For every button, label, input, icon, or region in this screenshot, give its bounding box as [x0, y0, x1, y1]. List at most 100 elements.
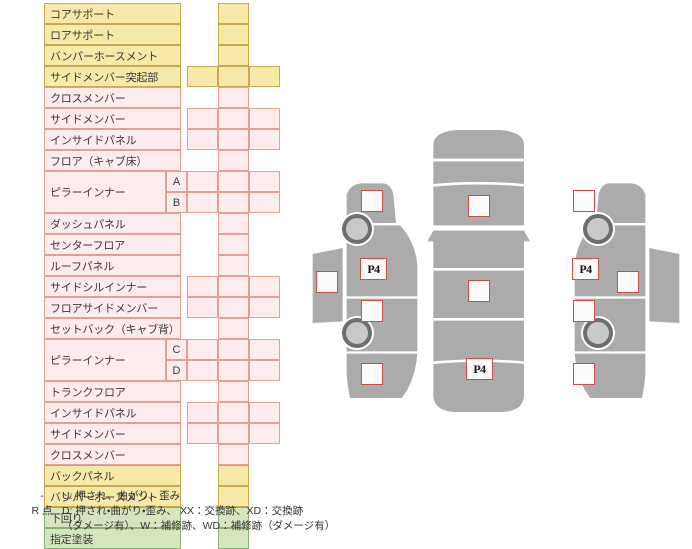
legend-row-r: R 点 D: 押され・曲がり・歪み、 XX：交換跡、XD：交換跡	[22, 504, 442, 518]
mark-center-roof[interactable]	[468, 280, 490, 302]
damage-cell-center[interactable]	[218, 360, 249, 381]
table-row: センターフロア	[44, 234, 249, 255]
damage-cell-left[interactable]	[187, 171, 218, 192]
legend-text-d: D: 押され・曲がり・歪み、 XX：交換跡、XD：交換跡	[62, 505, 304, 517]
mark-right-rear-door[interactable]	[573, 300, 595, 322]
damage-cell-center[interactable]	[218, 297, 249, 318]
table-row: コアサポート	[44, 3, 249, 24]
mark-left-fender[interactable]	[316, 271, 338, 293]
damage-cell-center[interactable]	[218, 444, 249, 465]
legend-text-u: U: 押され、曲がり、歪み	[62, 490, 181, 502]
table-row: サイドメンバー	[44, 108, 280, 129]
damage-cell-center[interactable]	[218, 381, 249, 402]
damage-cell-right[interactable]	[249, 108, 280, 129]
damage-cell-left[interactable]	[187, 108, 218, 129]
damage-cell-right[interactable]	[249, 129, 280, 150]
row-label: インサイドパネル	[44, 402, 181, 423]
row-label: バックパネル	[44, 465, 181, 486]
mark-right-upper-panel[interactable]	[573, 190, 595, 212]
table-row: セットバック（キャブ背）	[44, 318, 249, 339]
table-row: D	[44, 360, 280, 381]
row-label: ピラーインナー	[44, 171, 166, 213]
damage-cell-center[interactable]	[218, 108, 249, 129]
row-label: トランクフロア	[44, 381, 181, 402]
mark-left-upper-panel[interactable]	[361, 190, 383, 212]
row-label: バンパーホースメント	[44, 486, 181, 507]
damage-cell-right[interactable]	[249, 66, 280, 87]
damage-cell-center[interactable]	[218, 423, 249, 444]
table-row: バンパーホースメント	[44, 486, 249, 507]
row-label: 下回り	[44, 507, 181, 528]
damage-cell-center[interactable]	[218, 276, 249, 297]
table-row: ロアサポート	[44, 24, 249, 45]
table-row: フロア（キャブ床）	[44, 150, 249, 171]
row-label: セットバック（キャブ背）	[44, 318, 181, 339]
table-row: ルーフパネル	[44, 255, 249, 276]
damage-cell-right[interactable]	[249, 360, 280, 381]
damage-cell-center[interactable]	[218, 213, 249, 234]
table-row: ピラーインナー C	[44, 339, 280, 381]
damage-cell-center[interactable]	[218, 87, 249, 108]
center-trunk-panel	[433, 361, 524, 412]
damage-cell-left[interactable]	[187, 423, 218, 444]
damage-cell-left[interactable]	[187, 297, 218, 318]
mark-left-quarter[interactable]	[361, 363, 383, 385]
damage-cell-right[interactable]	[249, 192, 280, 213]
damage-cell-center[interactable]	[218, 171, 249, 192]
damage-cell-right[interactable]	[249, 423, 280, 444]
table-row: 下回り	[44, 507, 249, 528]
damage-cell-center[interactable]	[218, 24, 249, 45]
damage-cell-center[interactable]	[218, 339, 249, 360]
mark-left-front-door[interactable]: P4	[360, 258, 387, 280]
mark-right-quarter[interactable]	[573, 363, 595, 385]
mark-center-hood[interactable]	[468, 195, 490, 217]
table-row: サイドメンバー突起部	[44, 66, 280, 87]
damage-cell-left[interactable]	[187, 339, 218, 360]
mark-right-fender[interactable]	[617, 271, 639, 293]
vehicle-damage-diagram: P4 P4 P4	[300, 108, 692, 433]
center-rear-deck	[433, 320, 524, 362]
damage-cell-center[interactable]	[218, 318, 249, 339]
left-front-wheel-icon	[342, 214, 372, 244]
damage-cell-center[interactable]	[218, 129, 249, 150]
damage-cell-right[interactable]	[249, 402, 280, 423]
damage-cell-left[interactable]	[187, 129, 218, 150]
damage-cell-center[interactable]	[218, 507, 249, 528]
damage-cell-center[interactable]	[218, 465, 249, 486]
left-rear-wheel-icon	[342, 318, 372, 348]
damage-cell-center[interactable]	[218, 3, 249, 24]
row-label: ロアサポート	[44, 24, 181, 45]
damage-cell-center[interactable]	[218, 45, 249, 66]
damage-cell-left[interactable]	[187, 402, 218, 423]
row-label: サイドメンバー	[44, 423, 181, 444]
row-sub-label: D	[166, 360, 187, 381]
damage-cell-left[interactable]	[187, 360, 218, 381]
row-label: フロアサイドメンバー	[44, 297, 181, 318]
mark-center-trunk[interactable]: P4	[466, 358, 493, 380]
mark-left-rear-door[interactable]	[361, 300, 383, 322]
mark-right-front-door[interactable]: P4	[572, 258, 599, 280]
table-row: インサイドパネル	[44, 402, 280, 423]
damage-cell-right[interactable]	[249, 339, 280, 360]
damage-cell-right[interactable]	[249, 276, 280, 297]
legend-tag-dash: -	[40, 490, 44, 502]
damage-cell-left[interactable]	[187, 66, 218, 87]
row-label: センターフロア	[44, 234, 181, 255]
damage-cell-center[interactable]	[218, 66, 249, 87]
legend-tag-rpoint: R 点	[31, 505, 53, 517]
damage-cell-center[interactable]	[218, 255, 249, 276]
damage-cell-center[interactable]	[218, 486, 249, 507]
damage-cell-left[interactable]	[187, 192, 218, 213]
damage-cell-center[interactable]	[218, 234, 249, 255]
damage-cell-right[interactable]	[249, 297, 280, 318]
damage-cell-center[interactable]	[218, 402, 249, 423]
row-label: サイドメンバー	[44, 108, 181, 129]
damage-cell-left[interactable]	[187, 276, 218, 297]
row-label: ルーフパネル	[44, 255, 181, 276]
damage-cell-center[interactable]	[218, 192, 249, 213]
center-front-upper	[433, 161, 524, 184]
damage-cell-center[interactable]	[218, 150, 249, 171]
right-front-wheel-icon	[583, 214, 613, 244]
legend-text-continued: （ダメージ有）、W：補修跡、WD：補修跡（ダメージ有）	[62, 520, 336, 532]
damage-cell-right[interactable]	[249, 171, 280, 192]
